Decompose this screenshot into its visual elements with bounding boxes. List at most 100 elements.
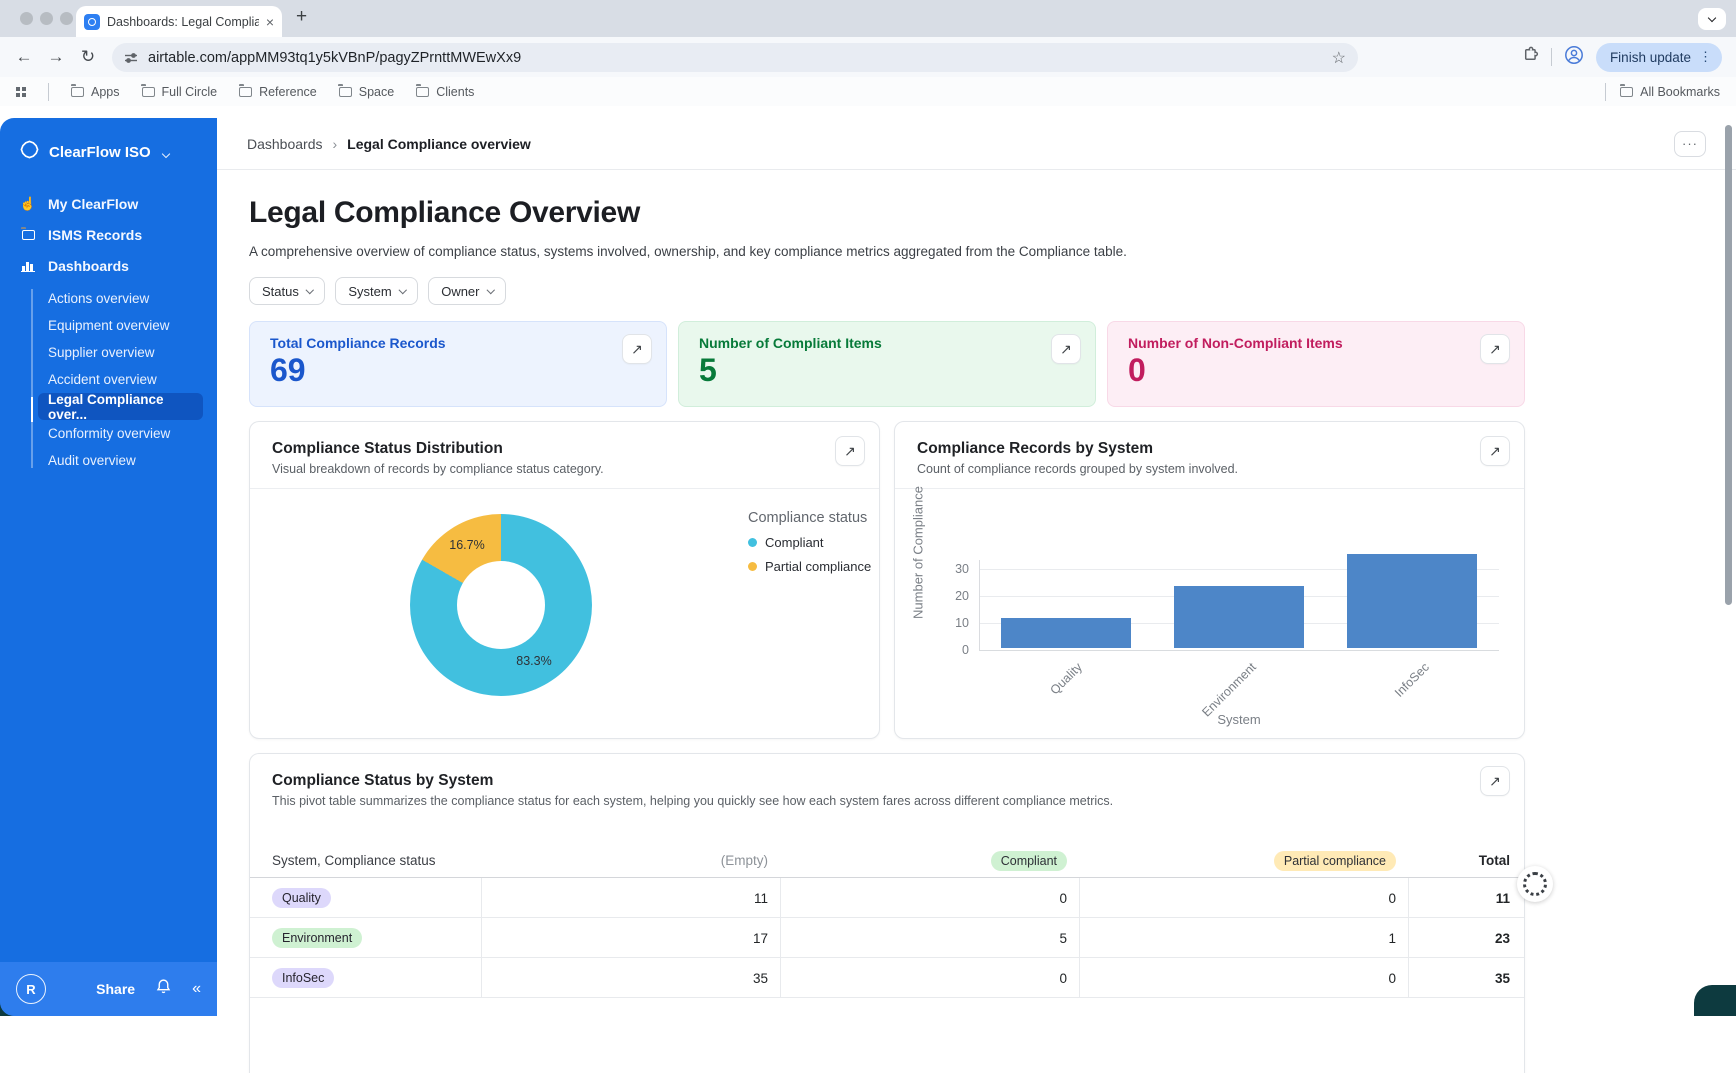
forward-button[interactable]: → xyxy=(40,47,72,67)
table-row-environment: Environment 17 5 1 23 xyxy=(250,918,1524,958)
back-button[interactable]: ← xyxy=(8,47,40,67)
filter-system[interactable]: System xyxy=(335,277,418,305)
donut-chart-card: Compliance Status Distribution Visual br… xyxy=(249,421,880,739)
tab-strip: Dashboards: Legal Complianc × + xyxy=(0,0,1736,37)
expand-icon[interactable]: ↗ xyxy=(835,436,865,466)
system-pill-infosec: InfoSec xyxy=(272,968,334,988)
bookmark-folder-full-circle[interactable]: Full Circle xyxy=(142,85,218,99)
bookmark-folder-clients[interactable]: Clients xyxy=(416,85,474,99)
apps-grid-icon[interactable] xyxy=(16,87,26,97)
browser-tab[interactable]: Dashboards: Legal Complianc × xyxy=(76,6,282,37)
workspace-switcher[interactable]: ClearFlow ISO xyxy=(0,118,217,164)
notifications-bell-icon[interactable] xyxy=(155,978,172,1000)
y-axis-label: Number of Compliance xyxy=(911,473,926,633)
url-text[interactable]: airtable.com/appMM93tq1y5kVBnP/pagyZPrnt… xyxy=(148,50,1322,66)
y-tick: 10 xyxy=(933,616,969,630)
expand-icon[interactable]: ↗ xyxy=(1480,436,1510,466)
bookmark-folder-reference[interactable]: Reference xyxy=(239,85,317,99)
address-bar[interactable]: airtable.com/appMM93tq1y5kVBnP/pagyZPrnt… xyxy=(112,43,1358,72)
bar-environment[interactable] xyxy=(1174,586,1304,648)
share-button[interactable]: Share xyxy=(96,981,135,997)
reload-button[interactable]: ↻ xyxy=(72,47,104,67)
legend-title: Compliance status xyxy=(748,510,871,526)
sidebar-item-isms-records[interactable]: ISMS Records xyxy=(0,219,217,250)
pivot-title: Compliance Status by System xyxy=(250,772,1524,790)
window-minimize-icon[interactable] xyxy=(40,12,53,25)
pivot-table: System, Compliance status (Empty) Compli… xyxy=(250,844,1524,998)
bookmark-star-icon[interactable]: ☆ xyxy=(1332,48,1346,68)
metric-non-compliant-items: Number of Non-Compliant Items 0 ↗ xyxy=(1107,321,1525,407)
page-menu-button[interactable]: ··· xyxy=(1674,131,1706,157)
cell-value: 1 xyxy=(1079,918,1408,958)
bookmarks-divider xyxy=(1605,83,1606,101)
bar-chart-icon xyxy=(20,260,36,272)
cell-value: 0 xyxy=(780,878,1079,918)
finish-update-button[interactable]: Finish update ⋮ xyxy=(1596,43,1722,72)
sidebar-item-audit-overview[interactable]: Audit overview xyxy=(38,447,203,474)
tab-title: Dashboards: Legal Complianc xyxy=(107,15,259,29)
chat-widget-corner[interactable] xyxy=(1694,985,1736,1016)
folder-icon xyxy=(20,230,36,240)
slice-label-partial: 16.7% xyxy=(445,538,489,552)
sidebar-item-legal-compliance-overview[interactable]: Legal Compliance over... xyxy=(38,393,203,420)
extensions-icon[interactable] xyxy=(1522,46,1539,68)
cell-value: 11 xyxy=(481,878,780,918)
x-axis-label: System xyxy=(979,712,1499,727)
metric-label: Number of Non-Compliant Items xyxy=(1128,335,1504,351)
metric-total-compliance-records: Total Compliance Records 69 ↗ xyxy=(249,321,667,407)
site-settings-icon[interactable] xyxy=(124,51,138,65)
breadcrumb-dashboards[interactable]: Dashboards xyxy=(247,136,323,152)
tab-close-icon[interactable]: × xyxy=(266,14,274,30)
cell-total: 23 xyxy=(1408,918,1526,958)
scrollbar-thumb[interactable] xyxy=(1725,125,1732,605)
bar-infosec[interactable] xyxy=(1347,554,1477,649)
profile-icon[interactable] xyxy=(1564,45,1584,70)
bookmark-folder-space[interactable]: Space xyxy=(339,85,394,99)
expand-icon[interactable]: ↗ xyxy=(1480,766,1510,796)
slice-label-compliant: 83.3% xyxy=(512,654,556,668)
sidebar-item-dashboards[interactable]: Dashboards xyxy=(0,250,217,281)
table-row-quality: Quality 11 0 0 11 xyxy=(250,878,1524,918)
window-close-icon[interactable] xyxy=(20,12,33,25)
workspace-logo-icon xyxy=(20,140,39,164)
folder-icon xyxy=(416,87,429,97)
new-tab-button[interactable]: + xyxy=(296,6,307,28)
sidebar-item-actions-overview[interactable]: Actions overview xyxy=(38,285,203,312)
filter-owner[interactable]: Owner xyxy=(428,277,506,305)
metric-compliant-items: Number of Compliant Items 5 ↗ xyxy=(678,321,1096,407)
pivot-col-partial-compliance: Partial compliance xyxy=(1079,851,1408,871)
filter-status[interactable]: Status xyxy=(249,277,325,305)
cell-value: 0 xyxy=(780,958,1079,998)
pivot-col-compliant: Compliant xyxy=(780,851,1079,871)
toolbar-divider xyxy=(1551,48,1552,66)
table-row-infosec: InfoSec 35 0 0 35 xyxy=(250,958,1524,998)
sidebar-item-accident-overview[interactable]: Accident overview xyxy=(38,366,203,393)
sidebar-item-supplier-overview[interactable]: Supplier overview xyxy=(38,339,203,366)
folder-icon xyxy=(71,87,84,97)
x-tick-quality: Quality xyxy=(990,660,1085,755)
tab-search-button[interactable] xyxy=(1698,8,1726,30)
bar-quality[interactable] xyxy=(1001,618,1131,648)
filter-bar: Status System Owner xyxy=(249,277,1525,305)
chevron-down-icon xyxy=(161,149,169,157)
sidebar-item-conformity-overview[interactable]: Conformity overview xyxy=(38,420,203,447)
user-avatar[interactable]: R xyxy=(16,974,46,1004)
tree-line-active xyxy=(31,397,33,422)
sidebar: ClearFlow ISO ☝ My ClearFlow ISMS Record… xyxy=(0,118,217,1016)
kebab-vertical-icon[interactable]: ⋮ xyxy=(1699,49,1712,65)
bookmark-folder-apps[interactable]: Apps xyxy=(71,85,120,99)
donut-chart[interactable] xyxy=(410,514,592,696)
all-bookmarks-button[interactable]: All Bookmarks xyxy=(1620,85,1720,99)
expand-icon[interactable]: ↗ xyxy=(1480,334,1510,364)
collapse-sidebar-icon[interactable]: « xyxy=(192,980,201,998)
expand-icon[interactable]: ↗ xyxy=(622,334,652,364)
cell-value: 35 xyxy=(481,958,780,998)
window-zoom-icon[interactable] xyxy=(60,12,73,25)
pivot-col-total: Total xyxy=(1408,853,1526,868)
sidebar-item-my-clearflow[interactable]: ☝ My ClearFlow xyxy=(0,188,217,219)
expand-icon[interactable]: ↗ xyxy=(1051,334,1081,364)
x-tick-infosec: InfoSec xyxy=(1337,660,1432,755)
bookmarks-divider xyxy=(48,83,49,101)
sidebar-item-equipment-overview[interactable]: Equipment overview xyxy=(38,312,203,339)
cell-value: 0 xyxy=(1079,878,1408,918)
